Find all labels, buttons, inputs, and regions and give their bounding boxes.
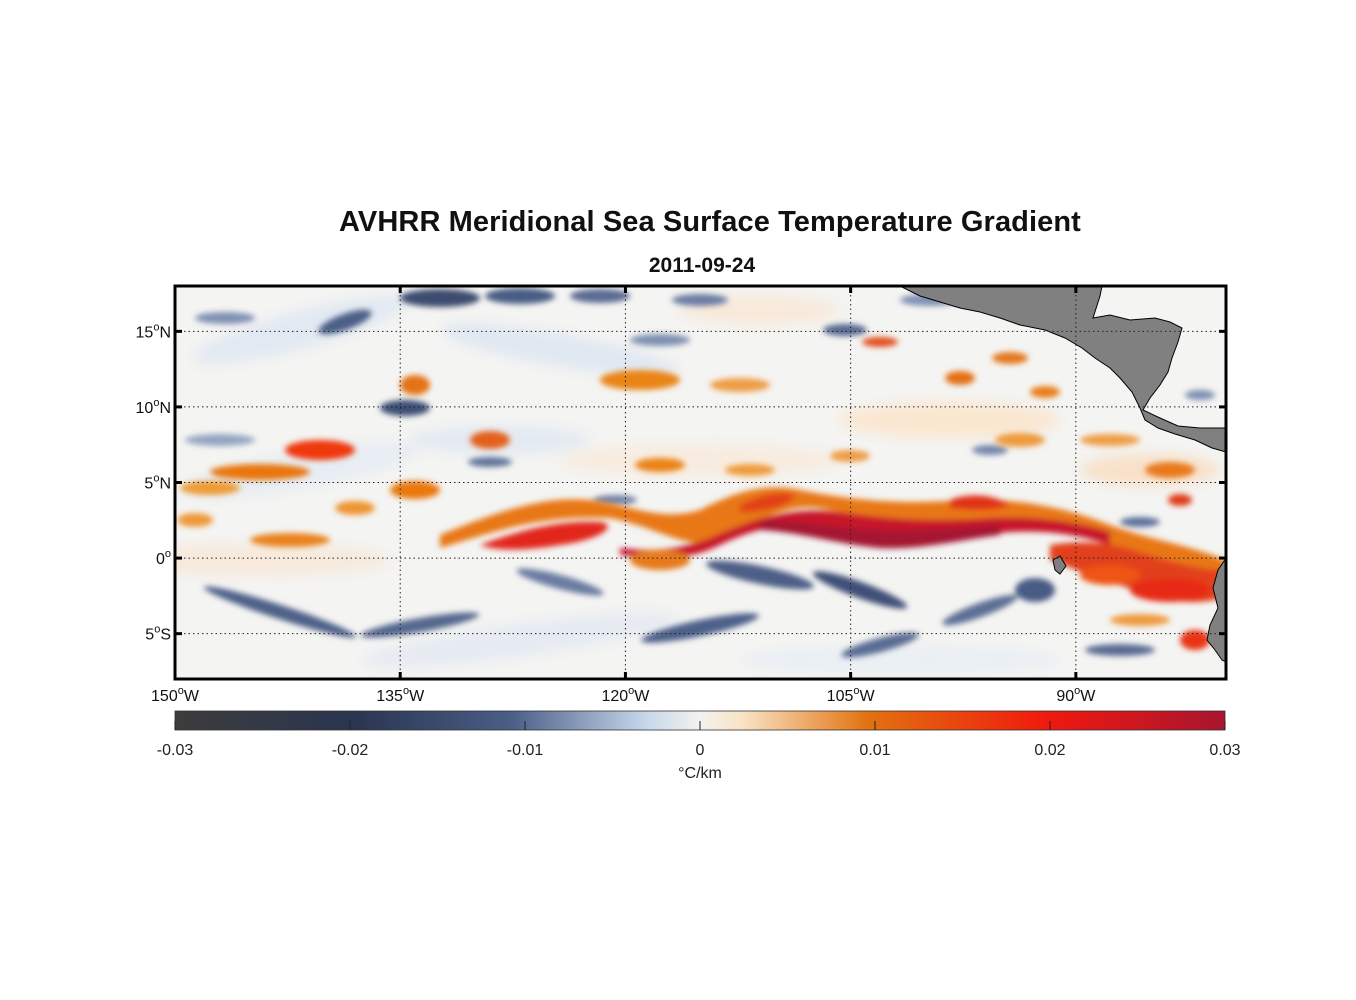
colorbar-tick-label: -0.01	[507, 742, 544, 759]
lat-tick-label: 10oN	[136, 397, 171, 417]
map-plot-area: 15oN 10oN 5oN 0o 5oS 150oW 135oW 120oW 105oW 90o…	[136, 284, 1228, 705]
lon-tick-label: 120oW	[601, 685, 650, 705]
colorbar: -0.03 -0.02 -0.01 0 0.01 0.02 0.03 °C/km	[157, 710, 1241, 782]
lat-tick-label: 5oN	[144, 473, 171, 493]
negative-gradient-features	[185, 288, 1215, 658]
positive-gradient-features	[177, 337, 1210, 650]
land-central-america	[899, 286, 1226, 453]
colorbar-unit-label: °C/km	[678, 765, 722, 782]
lon-tick-label: 135oW	[376, 685, 425, 705]
colorbar-tick-label: -0.03	[157, 742, 194, 759]
colorbar-tick-label: 0.03	[1209, 742, 1240, 759]
lat-tick-label: 0o	[156, 548, 171, 568]
map-subtitle-date: 2011-09-24	[648, 254, 756, 277]
colorbar-tick-label: 0	[696, 742, 705, 759]
land-south-america	[1206, 557, 1226, 663]
lat-tick-label: 5oS	[145, 624, 171, 644]
land-galapagos	[1052, 555, 1067, 575]
longitude-labels: 150oW 135oW 120oW 105oW 90oW	[151, 685, 1096, 705]
colorbar-ticks: -0.03 -0.02 -0.01 0 0.01 0.02 0.03	[157, 721, 1241, 759]
gradient-field	[175, 286, 1226, 674]
colorbar-tick-label: 0.01	[859, 742, 890, 759]
map-title: AVHRR Meridional Sea Surface Temperature…	[339, 206, 1081, 238]
colorbar-tick-label: 0.02	[1034, 742, 1065, 759]
lon-tick-label: 105oW	[827, 685, 876, 705]
map-ticks	[173, 286, 1226, 679]
latitude-labels: 15oN 10oN 5oN 0o 5oS	[136, 321, 171, 643]
equatorial-front	[440, 487, 1225, 603]
lon-tick-label: 90oW	[1056, 685, 1096, 705]
lat-tick-label: 15oN	[136, 321, 171, 341]
lon-tick-label: 150oW	[151, 685, 200, 705]
colorbar-tick-label: -0.02	[332, 742, 369, 759]
ocean-background	[175, 286, 1226, 679]
